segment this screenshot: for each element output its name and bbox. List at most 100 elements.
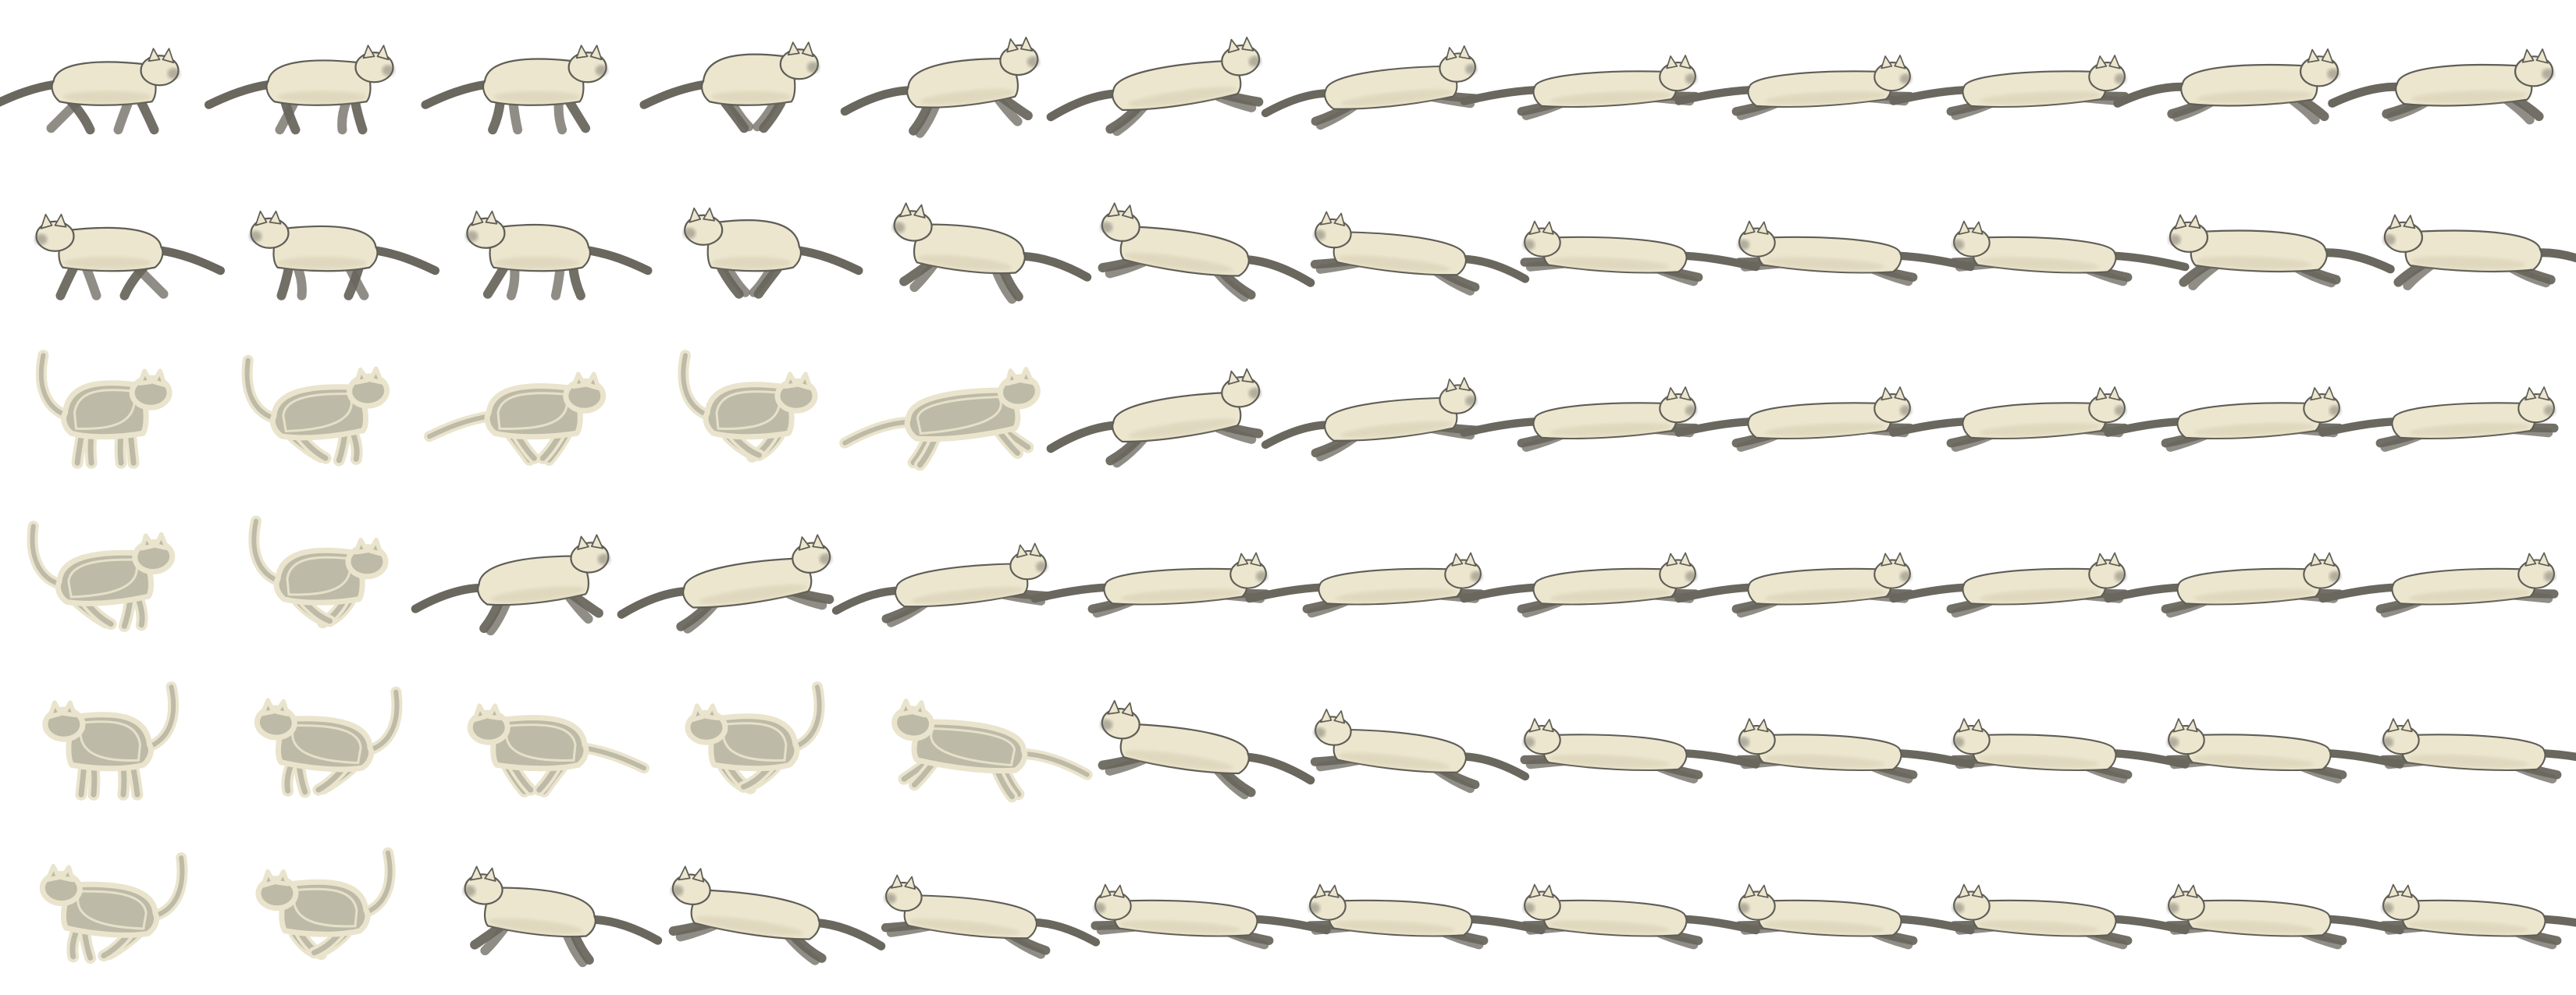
cat-tail (1241, 752, 1315, 785)
cat-tail (2104, 417, 2185, 437)
cat-tail (1046, 421, 1120, 453)
cat-tail (582, 246, 653, 275)
cat-tail (793, 246, 863, 275)
cat-frame-r3-c12 (2318, 386, 2559, 452)
cat-frame-r2-c4 (683, 207, 863, 299)
cat-frame-r5-c9 (1735, 718, 1975, 784)
cat-frame-r4-c6 (1030, 552, 1271, 618)
cat-tail (205, 80, 274, 109)
cat-tail (2534, 248, 2576, 274)
cat-frame-r4-c1 (27, 521, 176, 632)
cat-frame-r6-c1 (39, 852, 188, 964)
cat-tail (155, 246, 225, 275)
cat-leg (749, 264, 776, 297)
cat-frame-r6-c10 (1949, 883, 2190, 950)
cat-tail (812, 919, 886, 951)
cat-frame-r6-c8 (1520, 883, 1760, 950)
cat-tail (1889, 85, 1970, 105)
cat-frame-r3-c10 (1889, 386, 2129, 452)
cat-leg (482, 261, 510, 299)
cat-tail (1459, 752, 1530, 781)
cat-tail (2538, 915, 2576, 935)
cat-tail (1241, 255, 1315, 287)
cat-frame-r6-c2 (255, 847, 396, 961)
cat-frame-r1-c1 (0, 48, 180, 135)
cat-frame-r5-c4 (685, 681, 825, 794)
cat-frame-r3-c4 (678, 350, 818, 463)
cat-tail (1674, 417, 1756, 437)
cat-tail (1245, 583, 1326, 603)
cat-tail (588, 915, 663, 945)
cat-body (911, 719, 1028, 774)
cat-leg (350, 95, 368, 135)
cat-frame-r5-c8 (1520, 718, 1760, 784)
cat-tail (2538, 748, 2576, 769)
cat-tail (1460, 85, 1541, 105)
cat-frame-r6-c3 (463, 865, 663, 968)
cat-tail (2319, 248, 2395, 274)
cat-frame-r1-c10 (1889, 55, 2129, 120)
cat-tail (1046, 89, 1120, 122)
cat-frame-r4-c4 (617, 534, 834, 634)
cat-body (1332, 728, 1467, 773)
cat-body (904, 387, 1021, 442)
cat-frame-r3-c2 (241, 354, 390, 467)
cat-leg (759, 98, 786, 133)
cat-frame-r1-c11 (2113, 48, 2340, 125)
cat-frame-r1-c4 (639, 41, 820, 133)
cat-frame-r5-c11 (2164, 718, 2404, 784)
cat-frame-r5-c7 (1310, 709, 1530, 794)
cat-frame-r6-c6 (1091, 883, 1331, 950)
cat-tail (1017, 251, 1092, 282)
cat-body (1324, 396, 1458, 442)
cat-frame-r5-c2 (254, 686, 403, 798)
cat-frame-r2-c3 (465, 210, 653, 300)
cat-frame-r1-c7 (1261, 45, 1481, 130)
cat-frame-r3-c3 (424, 371, 607, 466)
cat-leg (564, 95, 591, 133)
cat-frame-r2-c8 (1520, 220, 1760, 286)
cat-frame-r1-c8 (1460, 55, 1700, 120)
cat-frame-r3-c11 (2104, 386, 2344, 452)
cat-frame-r4-c8 (1460, 552, 1700, 618)
cat-tail (370, 246, 439, 275)
cat-body (1324, 65, 1458, 110)
cat-tail (1261, 421, 1332, 450)
cat-tail (1460, 417, 1541, 437)
cat-frame-r4-c5 (831, 542, 1051, 627)
cat-frame-r5-c1 (42, 681, 180, 801)
cat-tail (1261, 89, 1332, 118)
cat-leg (276, 261, 294, 300)
cat-body (903, 894, 1037, 940)
cat-frame-r2-c7 (1310, 211, 1530, 296)
cat-frame-r1-c2 (205, 44, 395, 135)
cat-frame-r3-c7 (1261, 377, 1481, 462)
cat-frame-r4-c7 (1245, 552, 1485, 618)
cat-frame-r5-c10 (1949, 718, 2190, 784)
cat-tail (1460, 583, 1541, 603)
cat-frame-r2-c12 (2382, 214, 2576, 291)
cat-tail (0, 80, 59, 107)
cat-tail (1674, 583, 1756, 603)
cat-frame-r3-c1 (35, 350, 173, 469)
cat-tail (639, 80, 710, 109)
cat-tail (1889, 417, 1970, 437)
cat-frame-r2-c5 (892, 202, 1092, 304)
cat-frame-r6-c4 (668, 865, 886, 965)
cat-leg (568, 261, 585, 300)
cat-frame-r2-c10 (1949, 220, 2190, 286)
cat-tail (617, 587, 691, 619)
cat-leg (753, 98, 780, 132)
cat-frame-r3-c8 (1460, 386, 1700, 452)
cat-frame-r1-c3 (421, 44, 608, 135)
cat-tail (2108, 251, 2190, 272)
cat-tail (2328, 82, 2403, 108)
cat-leg (727, 98, 754, 132)
cat-tail (2318, 417, 2400, 437)
cat-frame-r2-c11 (2168, 214, 2395, 291)
cat-leg (135, 95, 159, 135)
cat-frame-r4-c9 (1674, 552, 1915, 618)
cat-frame-r1-c6 (1046, 36, 1264, 137)
cat-frame-r2-c1 (34, 213, 225, 300)
